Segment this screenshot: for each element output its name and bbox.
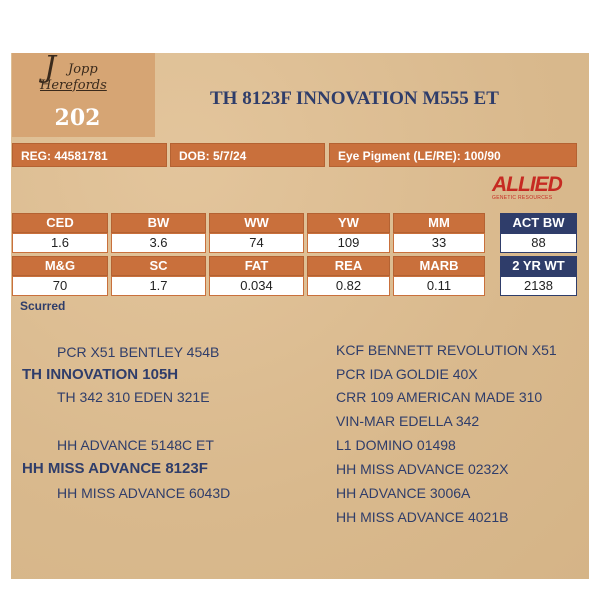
eye-pigment-box: Eye Pigment (LE/RE): 100/90 [329,143,577,167]
epd-value-sc: 1.7 [111,276,206,296]
epd-value-marb: 0.11 [393,276,485,296]
epd-header-marb: MARB [393,256,485,276]
animal-title: TH 8123F INNOVATION M555 ET [210,88,499,109]
epd-value-yw: 109 [307,233,390,253]
epd-value-mm: 33 [393,233,485,253]
epd-value-bw: 3.6 [111,233,206,253]
act-bw-value: 88 [500,233,577,253]
scurred-note: Scurred [20,299,66,313]
pedigree-right-7: HH ADVANCE 3006A [336,485,471,501]
epd-value-ww: 74 [209,233,304,253]
lot-number: 202 [54,105,101,131]
pedigree-right-1: KCF BENNETT REVOLUTION X51 [336,342,557,358]
pedigree-right-6: HH MISS ADVANCE 0232X [336,461,509,477]
allied-logo-sub: GENETIC RESOURCES [492,195,553,201]
pedigree-sire-dam: TH 342 310 EDEN 321E [57,389,210,405]
pedigree-right-5: L1 DOMINO 01498 [336,437,456,453]
epd-header-rea: REA [307,256,390,276]
pedigree-right-3: CRR 109 AMERICAN MADE 310 [336,389,543,405]
epd-value-fat: 0.034 [209,276,304,296]
epd-header-yw: YW [307,213,390,233]
pedigree-sire: TH INNOVATION 105H [22,366,179,383]
logo-text-bottom: Herefords [40,78,107,93]
epd-header-sc: SC [111,256,206,276]
pedigree-right-4: VIN-MAR EDELLA 342 [336,413,480,429]
pedigree-dam-dam: HH MISS ADVANCE 6043D [57,485,231,501]
act-bw-label: ACT BW [500,213,577,233]
yr-wt-label: 2 YR WT [500,256,577,276]
allied-logo: ALLIED GENETIC RESOURCES [492,173,574,203]
epd-header-ww: WW [209,213,304,233]
epd-header-mm: MM [393,213,485,233]
dob-box: DOB: 5/7/24 [170,143,325,167]
pedigree-dam: HH MISS ADVANCE 8123F [22,460,208,477]
pedigree-sire-sire: PCR X51 BENTLEY 454B [57,344,220,360]
epd-header-fat: FAT [209,256,304,276]
allied-logo-word: ALLIED [492,173,563,196]
pedigree-right-2: PCR IDA GOLDIE 40X [336,366,478,382]
epd-header-mg: M&G [12,256,108,276]
epd-header-ced: CED [12,213,108,233]
logo-text-top: Jopp [68,62,98,77]
pedigree-right-8: HH MISS ADVANCE 4021B [336,509,509,525]
logo-initial: J [44,50,57,85]
pedigree-dam-sire: HH ADVANCE 5148C ET [57,437,214,453]
logo-panel [12,53,155,137]
lot-card [11,53,589,579]
yr-wt-value: 2138 [500,276,577,296]
epd-value-mg: 70 [12,276,108,296]
epd-header-bw: BW [111,213,206,233]
epd-value-rea: 0.82 [307,276,390,296]
epd-value-ced: 1.6 [12,233,108,253]
reg-box: REG: 44581781 [12,143,167,167]
